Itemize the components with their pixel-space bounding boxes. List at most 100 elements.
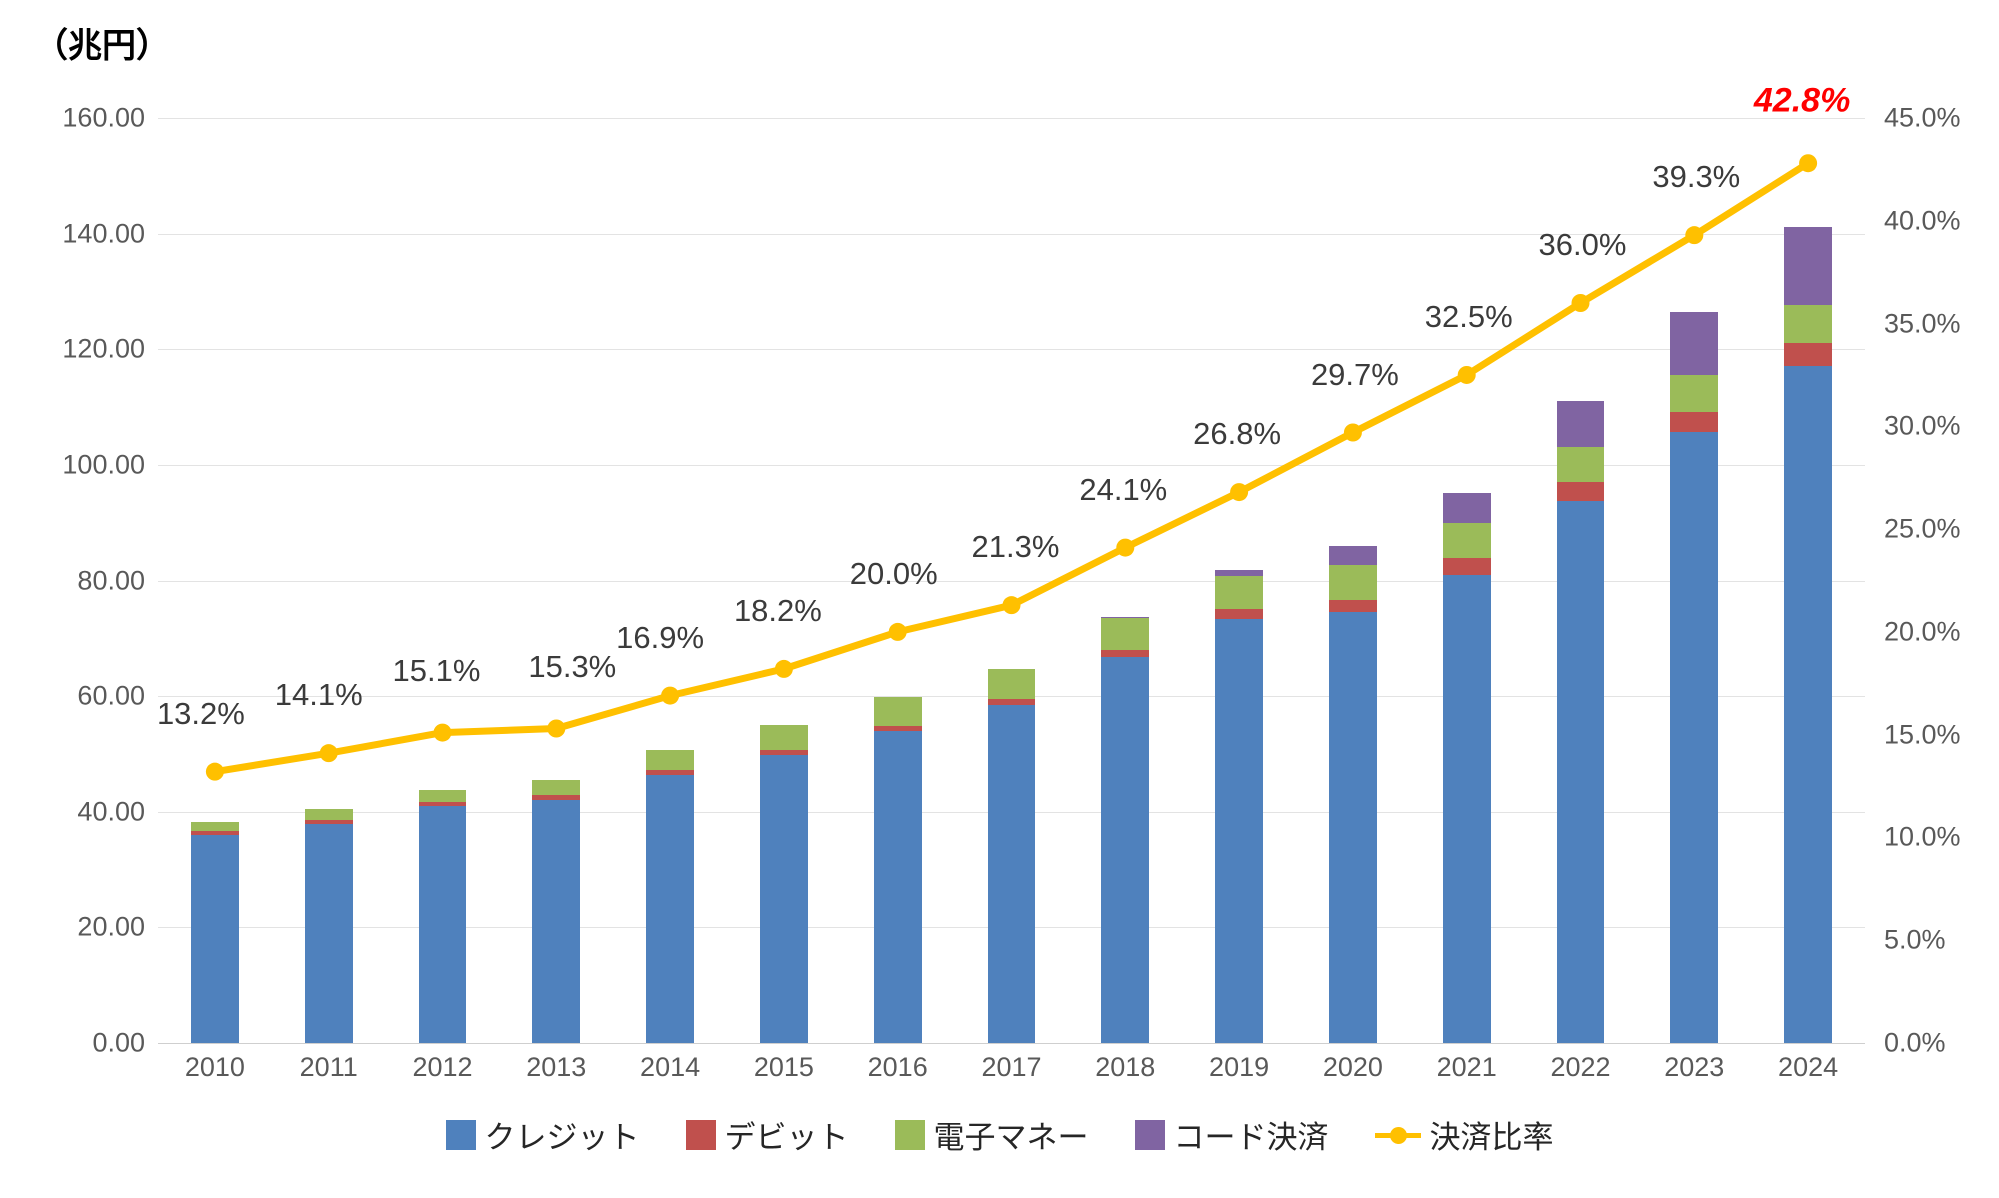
bar-segment[interactable] [1101,618,1150,650]
bar-group[interactable] [191,822,239,1043]
ratio-line-marker[interactable] [547,719,566,738]
bar-segment[interactable] [1670,311,1719,375]
bar-segment[interactable] [1329,564,1377,600]
bar-segment[interactable] [1101,649,1150,658]
bar-group[interactable] [873,697,922,1043]
bar-group[interactable] [760,725,808,1043]
ratio-line-marker[interactable] [888,622,907,641]
ratio-data-label: 13.2% [156,695,245,731]
ratio-line-marker[interactable] [1230,483,1249,502]
y-axis-left-tick: 0.00 [92,1027,145,1058]
bar-segment[interactable] [191,831,239,835]
bar-segment[interactable] [1670,374,1719,412]
bar-segment[interactable] [1556,482,1605,501]
bar-group[interactable] [1670,311,1719,1043]
ratio-line-marker[interactable] [1799,154,1818,173]
ratio-line-marker[interactable] [433,723,452,742]
bar-segment[interactable] [646,750,694,771]
bar-segment[interactable] [987,668,1036,700]
bar-group[interactable] [1215,570,1263,1043]
bar-segment[interactable] [191,834,239,1043]
ratio-line-marker[interactable] [1457,365,1476,384]
ratio-data-label: 14.1% [274,677,363,713]
bar-group[interactable] [1784,227,1832,1043]
legend-item[interactable]: 決済比率 [1374,1112,1554,1157]
bar-group[interactable] [532,779,581,1043]
bar-group[interactable] [304,808,353,1043]
bar-segment[interactable] [873,697,922,726]
bar-segment[interactable] [304,808,353,820]
bar-segment[interactable] [191,822,239,832]
bar-segment[interactable] [418,789,467,802]
bar-segment[interactable] [1329,546,1377,565]
bar-segment[interactable] [1442,492,1491,524]
legend-item[interactable]: クレジット [445,1112,640,1157]
bar-group[interactable] [987,668,1036,1043]
ratio-line-marker[interactable] [205,762,224,781]
bar-segment[interactable] [1556,500,1605,1043]
bar-segment[interactable] [1784,227,1832,306]
ratio-data-label: 15.3% [528,648,617,684]
ratio-data-label: 26.8% [1193,416,1282,452]
bar-segment[interactable] [1215,618,1263,1043]
bar-segment[interactable] [532,794,581,800]
ratio-data-label: 16.9% [616,619,705,655]
ratio-line-marker[interactable] [774,659,793,678]
bar-group[interactable] [1101,616,1150,1043]
bar-group[interactable] [1329,546,1377,1043]
bar-segment[interactable] [1329,612,1377,1043]
bar-segment[interactable] [1670,411,1719,432]
bar-segment[interactable] [1329,599,1377,613]
ratio-data-label: 29.7% [1310,356,1399,392]
bar-segment[interactable] [1442,523,1491,558]
bar-segment[interactable] [873,731,922,1043]
ratio-line-marker[interactable] [1571,294,1590,312]
legend-item[interactable]: コード決済 [1134,1112,1329,1157]
bar-group[interactable] [1556,401,1605,1043]
bar-segment[interactable] [1215,608,1263,619]
bar-segment[interactable] [760,749,808,756]
legend-item[interactable]: デビット [685,1112,849,1157]
bar-segment[interactable] [304,819,353,824]
bar-segment[interactable] [304,823,353,1043]
ratio-line-marker[interactable] [319,744,338,763]
x-axis-tick: 2021 [1436,1052,1497,1082]
x-axis-tick: 2015 [753,1052,814,1082]
bar-segment[interactable] [760,725,808,750]
bar-group[interactable] [1442,492,1491,1043]
ratio-line-marker[interactable] [1343,423,1362,442]
legend-item[interactable]: 電子マネー [894,1112,1089,1157]
bar-segment[interactable] [760,755,808,1043]
bar-segment[interactable] [1101,657,1150,1043]
bar-segment[interactable] [1101,616,1150,619]
bar-segment[interactable] [1215,575,1263,609]
bar-segment[interactable] [1556,446,1605,483]
bar-segment[interactable] [1556,401,1605,447]
bar-segment[interactable] [987,699,1036,706]
y-axis-right-tick: 5.0% [1884,924,1946,955]
bar-segment[interactable] [532,799,581,1043]
bar-segment[interactable] [873,725,922,732]
bar-segment[interactable] [1215,570,1263,576]
bar-group[interactable] [646,750,694,1043]
ratio-data-label: 15.1% [392,652,481,688]
bar-segment[interactable] [1784,305,1832,343]
bar-segment[interactable] [1442,557,1491,575]
bar-segment[interactable] [1670,431,1719,1043]
y-axis-right-tick: 25.0% [1884,513,1961,544]
bar-segment[interactable] [1784,366,1832,1043]
bar-segment[interactable] [418,801,467,806]
bar-segment[interactable] [418,805,467,1043]
bar-segment[interactable] [646,775,694,1043]
ratio-line-marker[interactable] [1685,226,1704,245]
bar-segment[interactable] [987,705,1036,1043]
bar-segment[interactable] [1442,574,1491,1043]
bar-group[interactable] [418,789,467,1043]
x-axis-tick: 2023 [1664,1052,1725,1082]
ratio-line-marker[interactable] [1002,596,1021,615]
bar-segment[interactable] [646,770,694,776]
bar-segment[interactable] [1784,342,1832,367]
bar-segment[interactable] [532,779,581,795]
ratio-line-marker[interactable] [1116,538,1135,557]
